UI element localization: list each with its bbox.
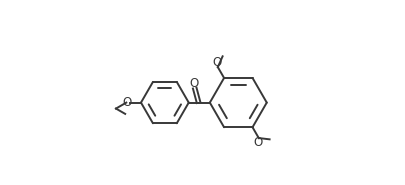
Text: O: O [253,136,262,149]
Text: O: O [189,77,198,90]
Text: O: O [212,56,222,69]
Text: O: O [123,96,132,109]
